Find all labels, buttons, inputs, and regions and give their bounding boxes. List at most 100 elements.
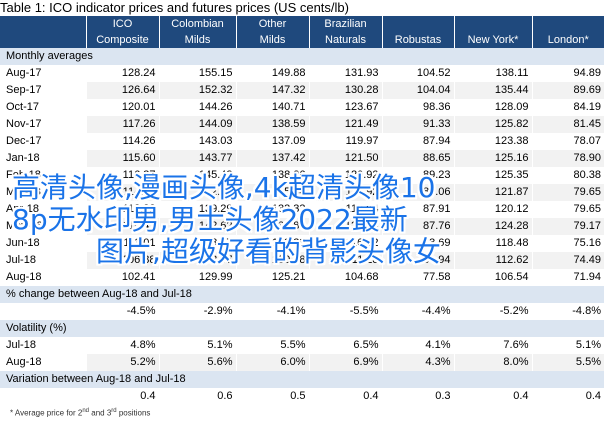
price-cell: 145.42: [158, 167, 236, 184]
section-label: Variation between Aug-18 and Jul-18: [0, 371, 604, 388]
volatility-cell: 5.2%: [85, 354, 159, 371]
table-row: Oct-17 120.01 144.26 140.71 123.67 98.36 128.0…: [0, 99, 604, 116]
row-label: Sep-17: [0, 82, 86, 99]
column-header: London*: [531, 32, 604, 48]
variation-cell: 0.4: [531, 388, 604, 405]
price-cell: 135.44: [453, 82, 532, 99]
change-cell: -4.1%: [235, 303, 309, 320]
section-row: Variation between Aug-18 and Jul-18: [0, 371, 604, 388]
price-cell: 125.35: [453, 167, 532, 184]
price-cell: 139.29: [158, 201, 236, 218]
variation-cell: 0.6: [158, 388, 236, 405]
price-cell: 104.04: [381, 82, 454, 99]
price-cell: 88.65: [381, 150, 454, 167]
volatility-cell: 4.8%: [85, 337, 159, 354]
price-cell: 131.93: [308, 65, 382, 82]
table-row: Sep-17 126.64 152.32 147.32 130.28 104.04 135.…: [0, 82, 604, 99]
table-row: Jul-18 4.8% 5.1% 5.5% 6.5% 4.1% 7.6% 5.1%: [0, 337, 604, 354]
price-cell: 104.68: [308, 269, 382, 286]
footnote-row: * Average price for 2nd and 3rd position…: [0, 405, 604, 420]
row-label: [0, 303, 86, 320]
footnote-text: positions: [116, 408, 151, 418]
price-cell: 138.59: [235, 116, 309, 133]
volatility-cell: 5.5%: [531, 354, 604, 371]
row-label: Apr-18: [6, 203, 40, 215]
price-cell: 130.58: [235, 252, 309, 269]
footnote-text: * Average price for 2: [10, 408, 83, 418]
price-cell: 78.90: [531, 150, 604, 167]
column-header: New York*: [453, 32, 532, 48]
variation-cell: 0.5: [235, 388, 309, 405]
price-cell: 120.12: [453, 201, 532, 218]
price-cell: 124.28: [453, 218, 532, 235]
variation-cell: 0.4: [453, 388, 532, 405]
table-row: Jul-18 106.88 133.57 130.58 111.28 80.94 112.6…: [0, 252, 604, 269]
price-cell: 80.38: [531, 167, 604, 184]
price-cell: 106.54: [453, 269, 532, 286]
price-cell: 149.88: [235, 65, 309, 82]
section-row: Monthly averages: [0, 48, 604, 65]
price-cell: 114.26: [85, 133, 159, 150]
price-cell: 125.16: [453, 150, 532, 167]
price-cell: 87.94: [381, 133, 454, 150]
price-cell: 79.17: [531, 218, 604, 235]
price-cell: 81.45: [531, 116, 604, 133]
price-cell: 112.62: [453, 252, 532, 269]
price-cell: 120.92: [308, 167, 382, 184]
price-cell: 117.92: [308, 184, 382, 201]
price-cell: 140.71: [235, 99, 309, 116]
price-cell: 143.77: [158, 150, 236, 167]
column-header: Brazilian: [308, 16, 382, 32]
price-cell: 121.50: [308, 150, 382, 167]
price-cell: 142.62: [158, 218, 236, 235]
price-cell: 152.32: [158, 82, 236, 99]
column-header: Naturals: [308, 32, 382, 48]
volatility-cell: 8.0%: [453, 354, 532, 371]
variation-cell: 0.3: [381, 388, 454, 405]
table-row: Apr-18 113.32 139.29 133.33 116.94 87.91 120.1…: [0, 201, 604, 218]
price-cell: 77.58: [381, 269, 454, 286]
row-label: Oct-17: [6, 101, 40, 113]
row-label: Aug-18: [6, 271, 42, 283]
table-row: -4.5% -2.9% -4.1% -5.5% -4.4% -5.2% -4.8%: [0, 303, 604, 320]
price-cell: 144.09: [158, 116, 236, 133]
table-row: 0.4 0.6 0.5 0.4 0.3 0.4 0.4: [0, 388, 604, 405]
coffee-prices-table: ICO Colombian Other Brazilian Composite Milds…: [0, 16, 604, 420]
price-cell: 89.23: [381, 167, 454, 184]
table-row: Mar-18 114.13 142.13 135.64 117.92 88.06 121.8…: [0, 184, 604, 201]
price-cell: 135.64: [235, 184, 309, 201]
column-header: [531, 16, 604, 32]
price-cell: 123.67: [308, 99, 382, 116]
price-cell: 83.69: [381, 235, 454, 252]
price-cell: 114.13: [85, 184, 159, 201]
header-blank-cell: [0, 16, 86, 32]
column-header: Robustas: [381, 32, 454, 48]
price-cell: 133.29: [235, 235, 309, 252]
row-label: Aug-17: [6, 67, 42, 79]
price-cell: 102.41: [85, 269, 159, 286]
row-label: Feb-18: [6, 169, 41, 181]
section-label: Monthly averages: [0, 48, 604, 65]
row-label: Jun-18: [6, 237, 40, 249]
section-label: % change between Aug-18 and Jul-18: [0, 286, 604, 303]
price-cell: 143.03: [158, 133, 236, 150]
price-cell: 116.94: [308, 201, 382, 218]
row-label: Jul-18: [0, 252, 86, 269]
price-cell: 94.89: [531, 65, 604, 82]
price-cell: 84.19: [531, 99, 604, 116]
price-cell: 128.09: [453, 99, 532, 116]
column-header: ICO: [85, 16, 159, 32]
table-row: Aug-17 128.24 155.15 149.88 131.93 104.52 138.…: [0, 65, 604, 82]
price-cell: 121.87: [453, 184, 532, 201]
header-blank-cell: [0, 32, 86, 48]
volatility-cell: 5.6%: [158, 354, 236, 371]
volatility-cell: 5.1%: [531, 337, 604, 354]
table-row: Dec-17 114.26 143.03 137.09 119.97 87.94 123.3…: [0, 133, 604, 150]
price-cell: 87.91: [381, 201, 454, 218]
volatility-cell: 6.5%: [308, 337, 382, 354]
price-cell: 133.57: [158, 252, 236, 269]
row-label: Dec-17: [6, 135, 42, 147]
price-cell: 111.28: [308, 252, 382, 269]
row-label: Nov-17: [0, 116, 86, 133]
row-label: Aug-18: [0, 354, 86, 371]
